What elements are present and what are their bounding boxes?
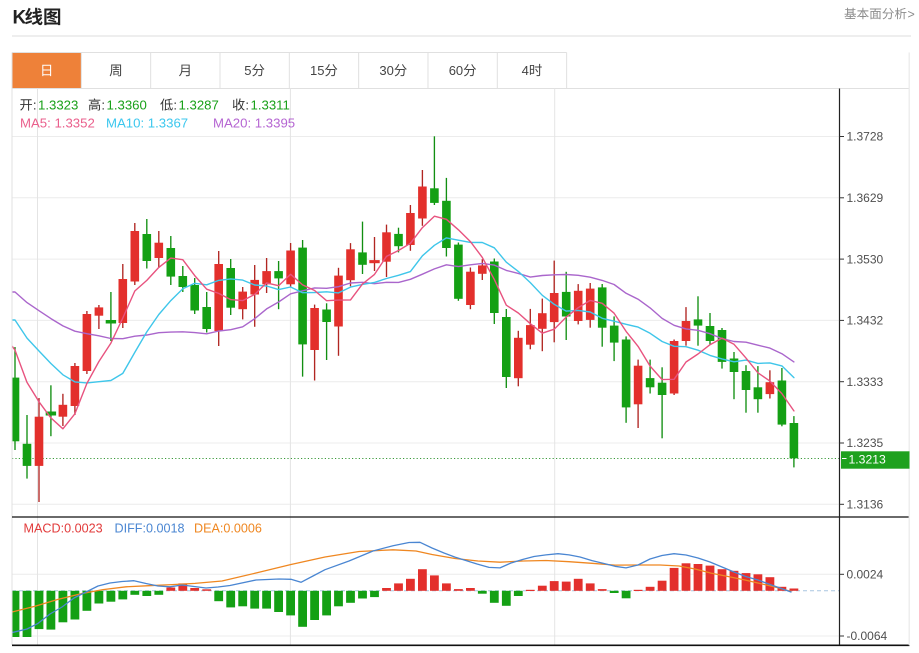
svg-text:15: 15 <box>310 63 324 78</box>
svg-text:1.3311: 1.3311 <box>251 98 290 113</box>
svg-text:1.3323: 1.3323 <box>38 98 78 113</box>
svg-text:MACD:0.0023: MACD:0.0023 <box>24 522 103 536</box>
svg-text::: : <box>33 98 37 113</box>
svg-text::: : <box>173 98 177 113</box>
svg-text:K: K <box>13 8 27 29</box>
svg-text:MA20: 1.3395: MA20: 1.3395 <box>213 116 295 131</box>
svg-text:>: > <box>908 7 915 21</box>
svg-text:1.3136: 1.3136 <box>847 498 884 512</box>
svg-text:1.3333: 1.3333 <box>847 375 884 389</box>
svg-text:1.3360: 1.3360 <box>107 98 147 113</box>
svg-text:60: 60 <box>449 63 463 78</box>
svg-text:DEA:0.0006: DEA:0.0006 <box>194 522 262 536</box>
svg-text:1.3530: 1.3530 <box>847 252 884 266</box>
svg-text:1.3213: 1.3213 <box>849 453 886 467</box>
svg-text:DIFF:0.0018: DIFF:0.0018 <box>115 522 185 536</box>
svg-text:1.3235: 1.3235 <box>847 436 884 450</box>
svg-text:MA5: 1.3352: MA5: 1.3352 <box>20 116 95 131</box>
svg-text:4: 4 <box>522 63 529 78</box>
svg-text::: : <box>101 98 105 113</box>
svg-text:-0.0064: -0.0064 <box>847 629 888 643</box>
svg-text:1.3629: 1.3629 <box>847 191 884 205</box>
svg-text:1.3728: 1.3728 <box>847 130 884 144</box>
svg-text:5: 5 <box>244 63 251 78</box>
svg-text::: : <box>245 98 249 113</box>
svg-text:30: 30 <box>379 63 393 78</box>
svg-text:MA10: 1.3367: MA10: 1.3367 <box>106 116 188 131</box>
svg-text:1.3432: 1.3432 <box>847 314 884 328</box>
svg-text:1.3287: 1.3287 <box>179 98 219 113</box>
svg-text:0.0024: 0.0024 <box>847 568 884 582</box>
